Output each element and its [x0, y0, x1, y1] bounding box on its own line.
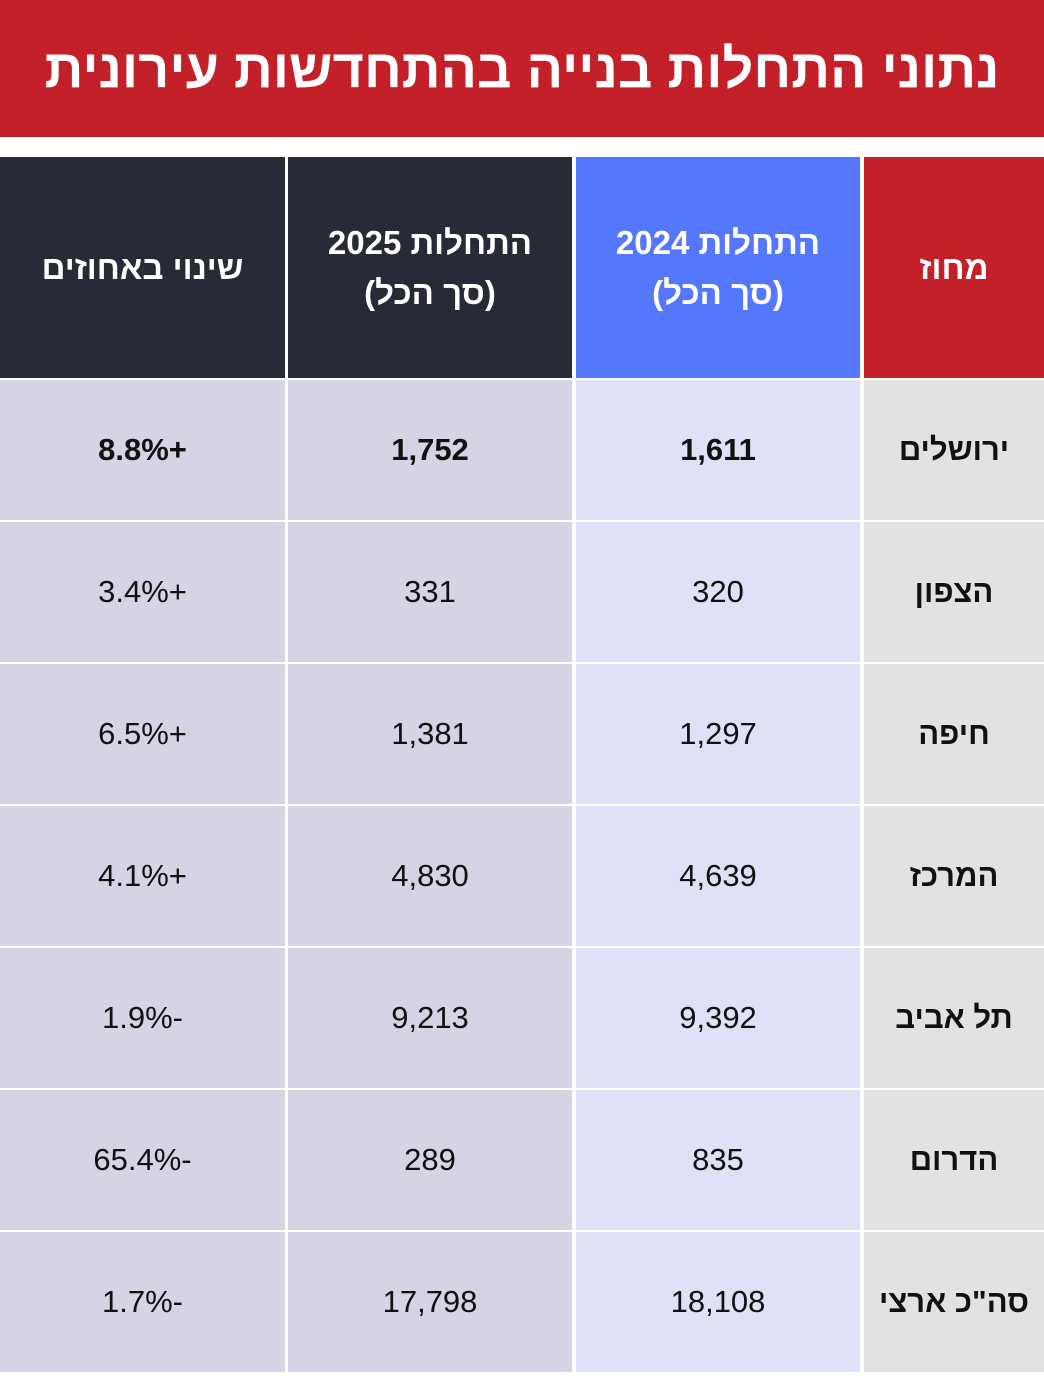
row-label: הצפון: [864, 522, 1044, 662]
header-cell: התחלות 2025 (סך הכל): [288, 157, 572, 378]
header-line: (סך הכל): [652, 273, 784, 311]
row-label: המרכז: [864, 806, 1044, 946]
table-cell: -1.7%: [0, 1232, 285, 1372]
table-cell: -65.4%: [0, 1090, 285, 1230]
table-cell: 1,297: [576, 664, 860, 804]
table-cell: -1.9%: [0, 948, 285, 1088]
row-label: חיפה: [864, 664, 1044, 804]
table-cell: 1,381: [288, 664, 572, 804]
table-cell: 17,798: [288, 1232, 572, 1372]
header-line: התחלות 2025: [327, 223, 533, 261]
header-cell: התחלות 2024 (סך הכל): [576, 157, 860, 378]
header-cell: מחוז: [864, 157, 1044, 378]
header-line: (סך הכל): [364, 273, 496, 311]
row-label: סה"כ ארצי: [864, 1232, 1044, 1372]
table-cell: 18,108: [576, 1232, 860, 1372]
table-cell: +6.5%: [0, 664, 285, 804]
header-line: שינוי באחוזים: [41, 248, 244, 286]
table-cell: 320: [576, 522, 860, 662]
header-cell: שינוי באחוזים: [0, 157, 285, 378]
table-cell: 9,213: [288, 948, 572, 1088]
row-label: תל אביב: [864, 948, 1044, 1088]
row-label: ירושלים: [864, 380, 1044, 520]
header-line: התחלות 2024: [615, 223, 821, 261]
table-cell: 835: [576, 1090, 860, 1230]
table-cell: +3.4%: [0, 522, 285, 662]
table-cell: +4.1%: [0, 806, 285, 946]
row-label: הדרום: [864, 1090, 1044, 1230]
table-cell: 289: [288, 1090, 572, 1230]
table-cell: 9,392: [576, 948, 860, 1088]
table-cell: 4,639: [576, 806, 860, 946]
title: נתוני התחלות בנייה בהתחדשות עירונית: [0, 0, 1044, 137]
table-cell: 1,752: [288, 380, 572, 520]
header-line: מחוז: [919, 248, 989, 286]
table-cell: +8.8%: [0, 380, 285, 520]
table-cell: 331: [288, 522, 572, 662]
table-cell: 1,611: [576, 380, 860, 520]
table-cell: 4,830: [288, 806, 572, 946]
